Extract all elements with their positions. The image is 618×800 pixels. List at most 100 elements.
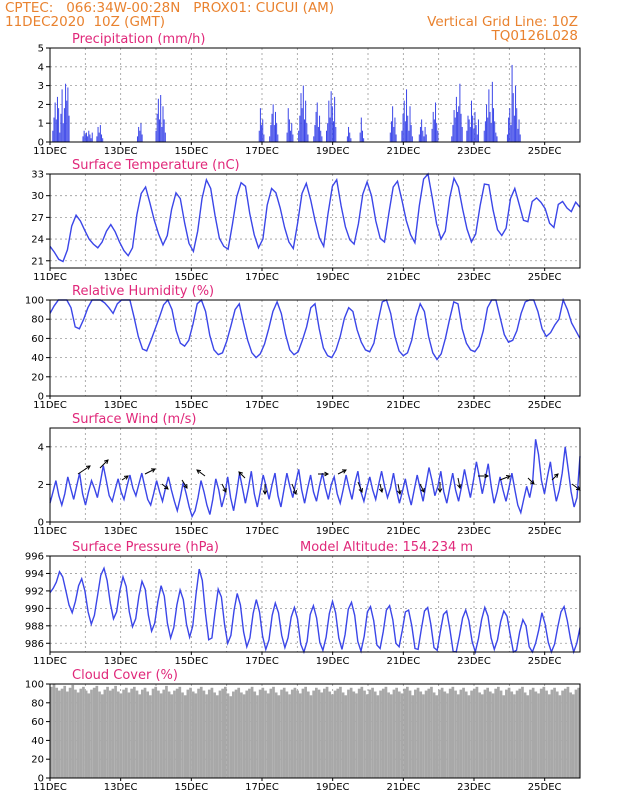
cloud_cover-bar bbox=[328, 691, 332, 778]
precipitation-bar bbox=[317, 126, 319, 142]
wind-arrow-head bbox=[85, 465, 91, 470]
cloud_cover-bar bbox=[162, 689, 166, 778]
cloud_cover-bar bbox=[290, 689, 294, 778]
precipitation-bar bbox=[60, 113, 62, 142]
cloud_cover-ytick-label: 80 bbox=[31, 698, 44, 709]
precipitation-bar bbox=[159, 119, 161, 142]
precipitation-bar bbox=[403, 100, 405, 142]
wind-xtick-label: 19DEC bbox=[316, 526, 350, 537]
temperature-xtick-label: 17DEC bbox=[245, 272, 279, 283]
precipitation-ytick-label: 1 bbox=[38, 119, 44, 130]
precipitation-bar bbox=[320, 130, 322, 142]
precipitation-bar bbox=[307, 134, 309, 142]
precipitation-bar bbox=[306, 123, 308, 142]
wind-arrow bbox=[357, 481, 363, 493]
cloud_cover-bar bbox=[368, 689, 372, 778]
cloud_cover-bar bbox=[309, 695, 313, 778]
precipitation-bar bbox=[328, 100, 330, 142]
header-line2: 11DEC2020 10Z (GMT) bbox=[5, 14, 166, 30]
cloud_cover-bar bbox=[304, 686, 307, 778]
cloud_cover-bar bbox=[138, 694, 142, 778]
temperature-xtick-label: 19DEC bbox=[316, 272, 350, 283]
precipitation-bar bbox=[321, 136, 323, 142]
cloud_cover-bar bbox=[349, 687, 353, 778]
precipitation-bar bbox=[274, 111, 276, 142]
precipitation-ytick-label: 4 bbox=[38, 62, 44, 73]
precipitation-bar bbox=[509, 108, 511, 142]
cloud_cover-bar bbox=[82, 686, 85, 778]
cloud_cover-bar bbox=[127, 692, 131, 778]
wind-arrow-head bbox=[183, 483, 188, 489]
pressure-xtick-label: 15DEC bbox=[174, 656, 208, 667]
precipitation-bar bbox=[87, 136, 89, 142]
cloud_cover-ytick-label: 0 bbox=[38, 774, 44, 785]
wind-arrow bbox=[379, 483, 383, 493]
cloud_cover-bar bbox=[440, 687, 444, 778]
wind-ytick-label: 2 bbox=[38, 480, 44, 491]
humidity-xtick-label: 25DEC bbox=[528, 400, 562, 411]
precipitation-bar bbox=[436, 123, 438, 142]
cloud_cover-bar bbox=[191, 691, 195, 778]
precipitation-bar bbox=[330, 91, 332, 142]
precipitation-bar bbox=[393, 126, 395, 142]
cloud_cover-bar bbox=[100, 694, 104, 778]
cloud_cover-bar bbox=[537, 693, 540, 778]
wind-arrow bbox=[144, 468, 156, 475]
precipitation-bar bbox=[141, 134, 143, 142]
precipitation-bar bbox=[90, 138, 92, 142]
precipitation-bar bbox=[432, 111, 434, 142]
wind-arrow bbox=[397, 483, 401, 495]
precipitation-title: Precipitation (mm/h) bbox=[72, 32, 205, 47]
cloud_cover-bar bbox=[149, 695, 152, 778]
cloud_cover-bar bbox=[95, 685, 99, 778]
precipitation-bar bbox=[259, 108, 261, 142]
cloud_cover-bar bbox=[400, 693, 404, 778]
cloud_cover-xtick-label: 13DEC bbox=[104, 782, 138, 793]
cloud_cover-xtick-label: 21DEC bbox=[386, 782, 420, 793]
cloud_cover-bar bbox=[103, 689, 107, 778]
cloud_cover-bar bbox=[507, 687, 511, 778]
precipitation-bar bbox=[495, 132, 497, 142]
precipitation-xtick-label: 11DEC bbox=[33, 146, 67, 157]
wind-arrow bbox=[457, 477, 461, 489]
precipitation-bar bbox=[402, 113, 404, 142]
cloud_cover-bar bbox=[186, 689, 190, 778]
precipitation-bar bbox=[474, 111, 476, 142]
cloud_cover-bar bbox=[122, 689, 125, 778]
wind-arrow bbox=[181, 479, 188, 489]
cloud_cover-xtick-label: 23DEC bbox=[457, 782, 491, 793]
precipitation-bar bbox=[316, 102, 318, 142]
cloud_cover-bar bbox=[111, 688, 115, 778]
cloud_cover-bar bbox=[52, 684, 56, 778]
cloud_cover-bar bbox=[55, 687, 59, 778]
precipitation-bar bbox=[62, 123, 64, 142]
precipitation-bar bbox=[83, 130, 85, 142]
cloud_cover-bar bbox=[483, 689, 487, 778]
cloud_cover-bar bbox=[256, 695, 259, 778]
cloud_cover-bar bbox=[448, 688, 452, 778]
cloud_cover-bar bbox=[392, 689, 396, 778]
cloud_cover-bar bbox=[277, 695, 281, 778]
precipitation-bar bbox=[518, 119, 520, 142]
cloud_cover-bar bbox=[331, 694, 334, 778]
wind-arrow-head bbox=[150, 468, 156, 473]
precipitation-bar bbox=[506, 134, 508, 142]
precipitation-bar bbox=[419, 126, 421, 142]
humidity-xtick-label: 11DEC bbox=[33, 400, 67, 411]
precipitation-bar bbox=[437, 130, 439, 142]
precipitation-xtick-label: 13DEC bbox=[104, 146, 138, 157]
humidity-xtick-label: 19DEC bbox=[316, 400, 350, 411]
precipitation-bar bbox=[425, 134, 427, 142]
cloud_cover-bar bbox=[336, 688, 340, 778]
precipitation-bar bbox=[401, 130, 403, 142]
precipitation-bar bbox=[53, 117, 55, 142]
precipitation-bar bbox=[472, 115, 474, 142]
cloud_cover-bar bbox=[197, 688, 200, 778]
cloud_cover-bar bbox=[569, 692, 572, 778]
precipitation-bar bbox=[346, 136, 348, 142]
precipitation-bar bbox=[299, 115, 301, 142]
cloud_cover-bar bbox=[165, 685, 168, 778]
wind-title: Surface Wind (m/s) bbox=[72, 412, 196, 427]
precipitation-bar bbox=[359, 132, 361, 142]
precipitation-bar bbox=[85, 132, 87, 142]
